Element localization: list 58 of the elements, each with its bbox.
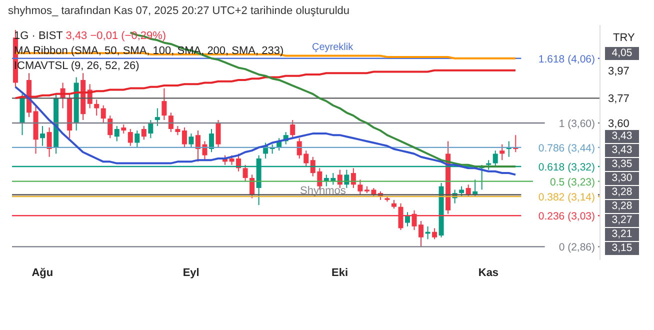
- candlestick: [500, 144, 505, 161]
- text: 3,28: [605, 186, 639, 199]
- ref-line-label: 0.382 (3,14): [538, 191, 595, 204]
- candlestick: [459, 186, 464, 197]
- x-tick-label: Eyl: [182, 266, 200, 279]
- candlestick: [358, 179, 363, 196]
- candlestick: [432, 228, 438, 240]
- ref-line-label: 0.236 (3,03): [538, 210, 595, 223]
- candlestick: [108, 115, 113, 139]
- candlestick: [216, 120, 221, 148]
- chart-title: shyhmos_ tarafından Kas 07, 2025 20:27 UTC+2 tarihinde oluşturuldu: [8, 5, 350, 17]
- ref-line-label: 0.5 (3,23): [550, 176, 595, 188]
- text: 3,30: [605, 172, 639, 185]
- candlestick: [168, 112, 174, 133]
- candlestick: [128, 128, 133, 146]
- y-tick-label: 3,77: [608, 93, 630, 106]
- candlestick: [114, 125, 120, 142]
- candlestick: [154, 108, 160, 126]
- candlestick: [188, 133, 194, 148]
- candlestick: [94, 99, 100, 116]
- text: 3,15: [605, 242, 639, 255]
- text: 4,05: [605, 47, 639, 60]
- candlestick: [40, 125, 46, 146]
- candlestick: [492, 150, 498, 168]
- candlestick: [182, 126, 187, 148]
- candlestick: [46, 126, 52, 158]
- candlestick: [121, 124, 126, 134]
- candlestick: [486, 160, 492, 170]
- ref-line-label: 1.618 (4,06): [538, 53, 595, 66]
- candlestick: [405, 212, 410, 227]
- text: 3,21: [605, 228, 639, 241]
- ref-line-label: 1 (3,60): [558, 118, 595, 130]
- candlestick: [141, 125, 146, 140]
- text: 3,35: [605, 158, 639, 171]
- ref-line-label: 0.786 (3,44): [538, 142, 595, 154]
- candlestick: [209, 128, 214, 153]
- ref-line-label: 0.618 (3,32): [538, 162, 595, 174]
- y-tick-label: 3,60: [608, 118, 630, 130]
- candlestick: [100, 104, 106, 124]
- text: 3,43: [605, 130, 639, 143]
- candlestick: [134, 130, 140, 148]
- candlestick: [290, 120, 296, 139]
- text: 3,43: [605, 144, 639, 157]
- text: 3,27: [605, 214, 639, 227]
- annotation: Shyhmos: [300, 185, 346, 197]
- candlestick: [162, 88, 167, 121]
- ref-line-label: 0 (2,86): [558, 242, 595, 254]
- line-series: [14, 86, 517, 176]
- y-tick-label: 3,97: [608, 65, 630, 78]
- y-axis-title: TRY: [613, 32, 635, 44]
- x-tick-label: Kas: [478, 266, 499, 279]
- candlestick: [175, 125, 180, 136]
- annotation: Çeyreklik: [312, 42, 354, 53]
- text: 3,28: [605, 200, 639, 213]
- x-tick-label: Ağu: [32, 266, 54, 279]
- candlestick: [148, 120, 154, 139]
- candlestick: [242, 164, 248, 182]
- x-tick-label: Eki: [332, 266, 348, 279]
